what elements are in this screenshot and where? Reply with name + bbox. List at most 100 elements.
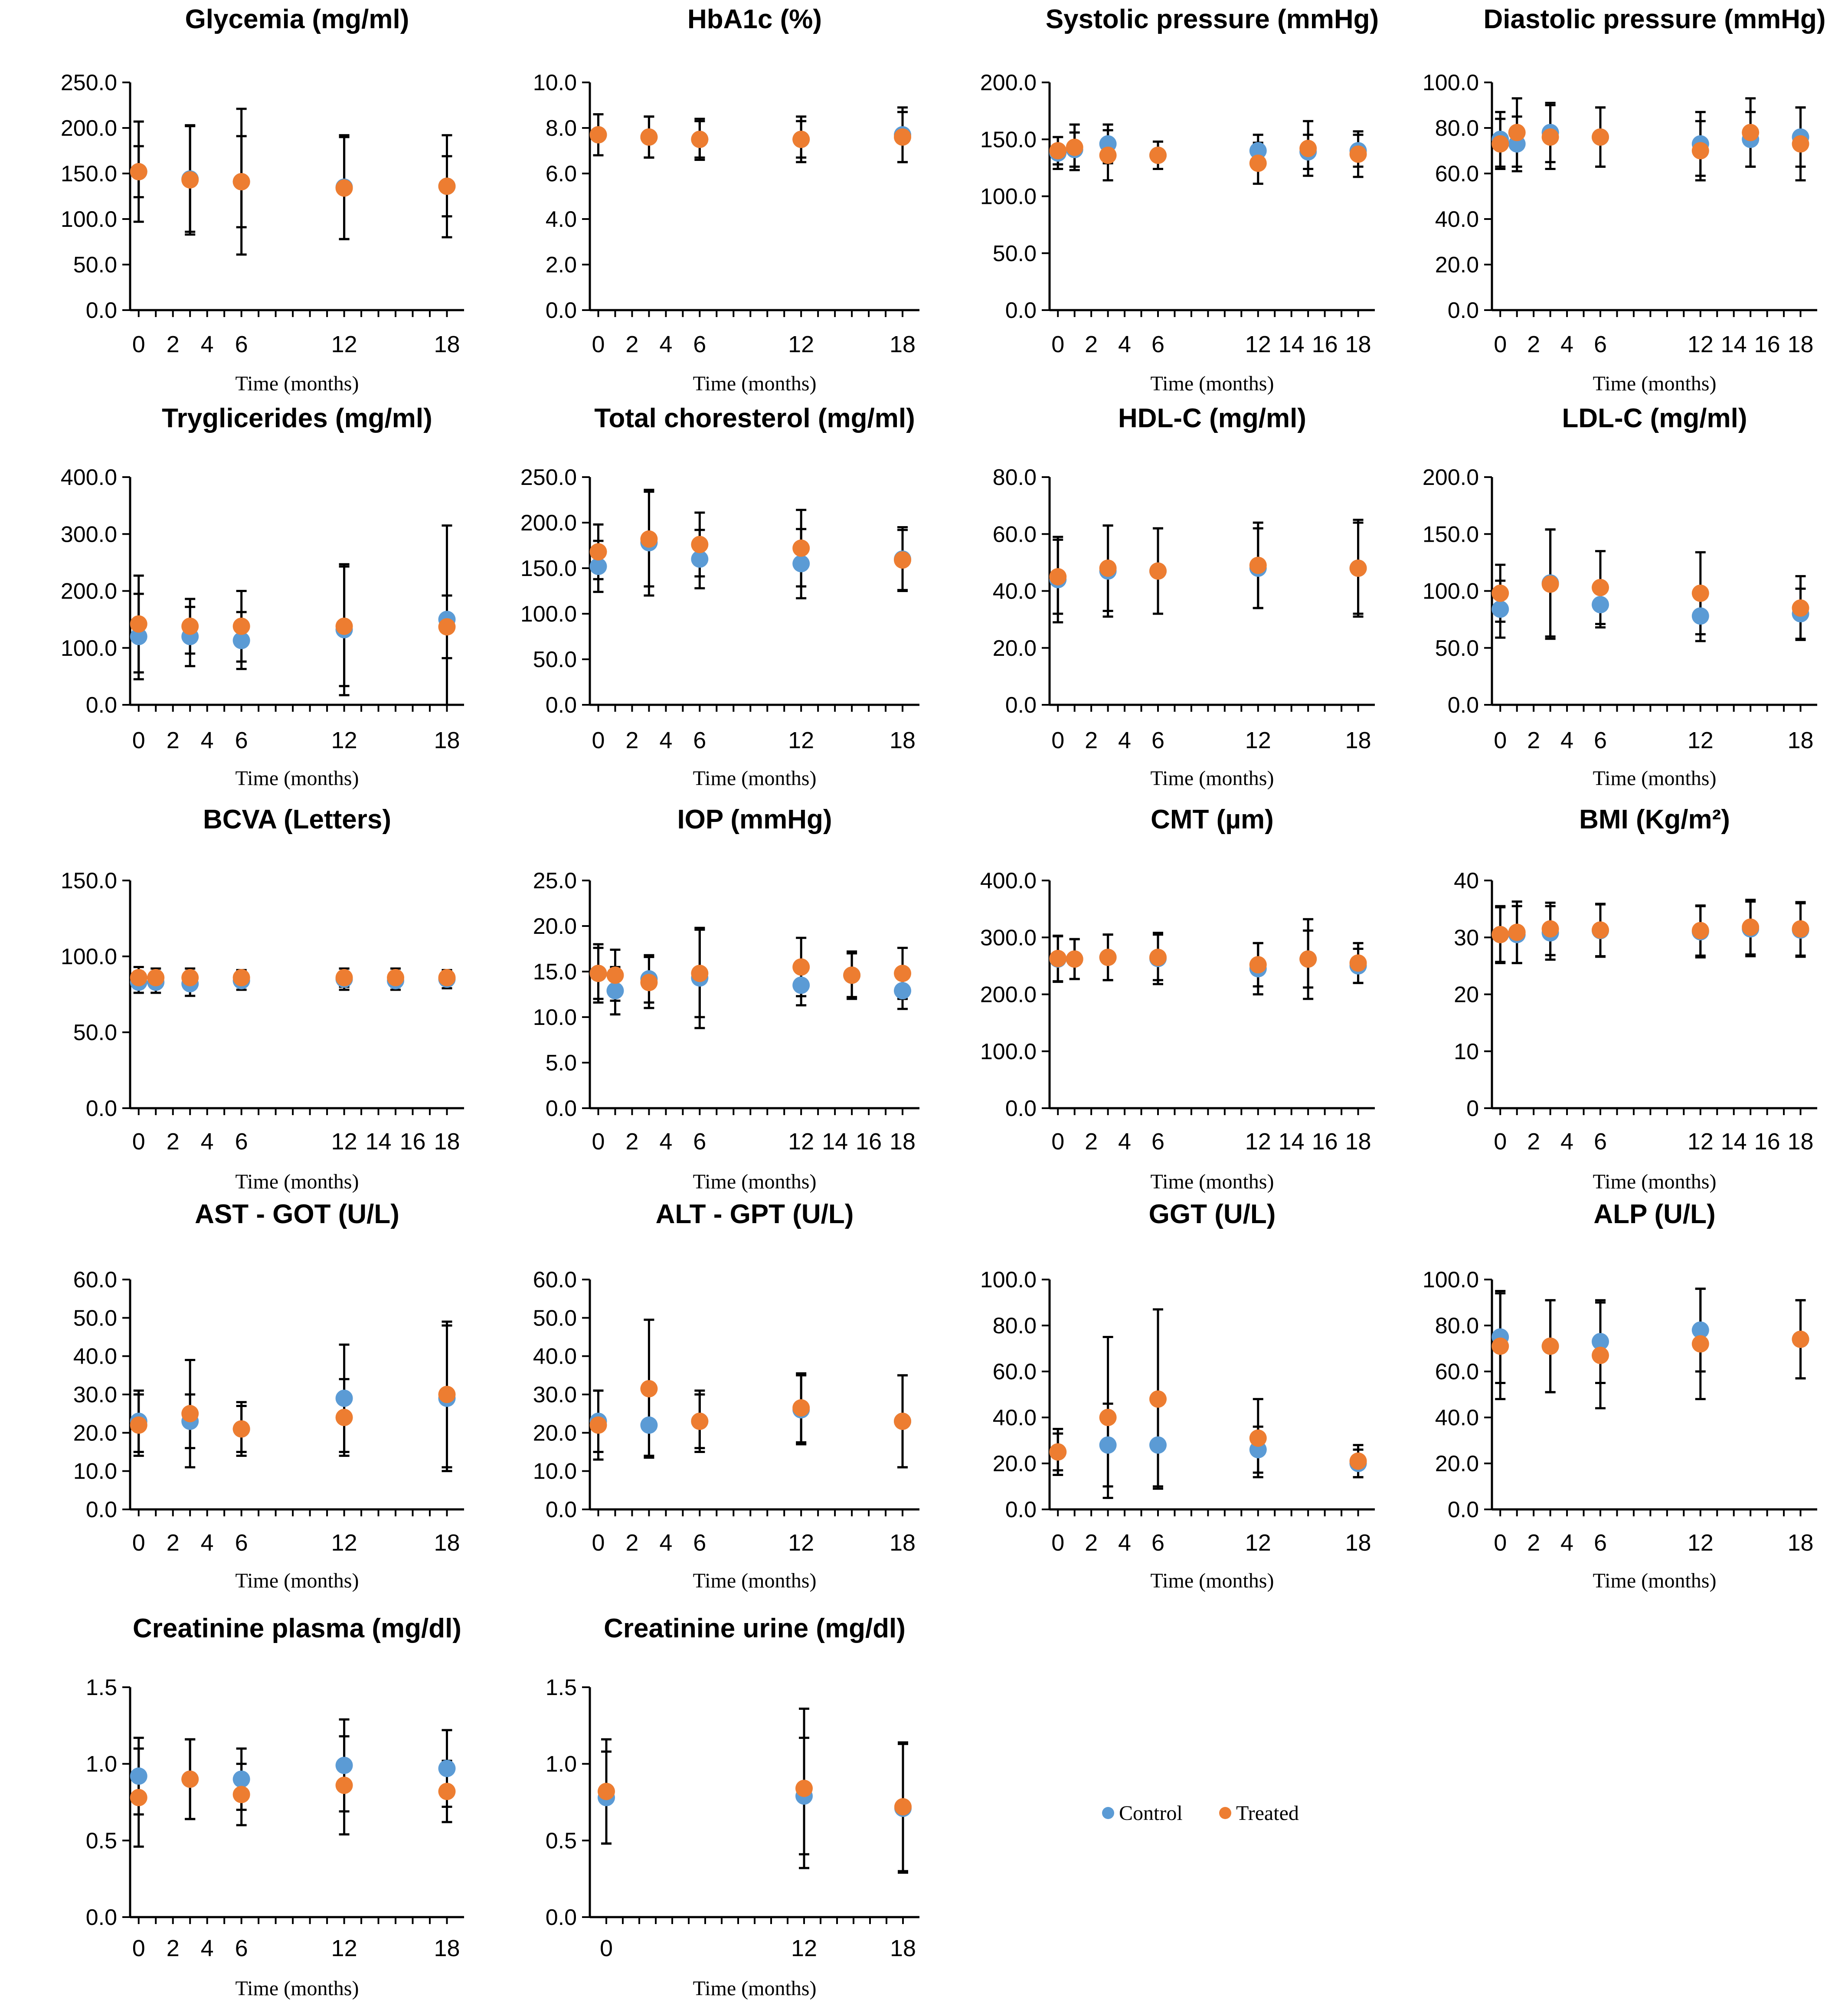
y-tick-label: 100.0 (1423, 1267, 1479, 1293)
y-tick-label: 50.0 (533, 647, 577, 672)
y-tick-label: 20.0 (1435, 1451, 1479, 1476)
y-tick-label: 30.0 (73, 1382, 117, 1407)
x-axis-label: Time (months) (1151, 1569, 1274, 1592)
y-tick-label: 80.0 (1435, 1313, 1479, 1339)
y-tick-label: 40.0 (993, 1405, 1037, 1430)
y-tick-label: 100.0 (520, 602, 577, 627)
x-tick-label: 2 (1085, 1530, 1098, 1556)
legend-control-marker (1102, 1807, 1114, 1819)
data-point-treated (181, 1405, 199, 1423)
y-tick-label: 25.0 (533, 868, 577, 893)
y-tick-label: 0.0 (86, 693, 117, 718)
x-tick-label: 12 (1688, 1530, 1714, 1556)
legend-control-label: Control (1119, 1802, 1183, 1825)
data-point-control (1592, 1333, 1609, 1351)
data-point-treated (335, 1409, 353, 1426)
data-point-treated (640, 128, 658, 146)
y-tick-label: 300.0 (980, 925, 1037, 950)
data-point-treated (1491, 135, 1509, 153)
y-tick-label: 50.0 (73, 1306, 117, 1331)
data-point-treated (232, 617, 250, 635)
y-tick-label: 30 (1454, 925, 1479, 950)
data-point-treated (1349, 145, 1367, 163)
x-axis-label: Time (months) (235, 1569, 359, 1592)
x-tick-label: 6 (693, 1530, 706, 1556)
data-point-treated (1099, 1409, 1117, 1426)
y-tick-label: 250.0 (61, 70, 117, 95)
chart-triglycerides: Tryglicerides (mg/ml) 0.0 100.0 200.0 300.0 4… (61, 403, 464, 790)
x-tick-label: 12 (1245, 727, 1271, 753)
chart-title: GGT (U/L) (1149, 1199, 1276, 1229)
y-tick-label: 200.0 (1423, 465, 1479, 490)
y-tick-label: 15.0 (533, 959, 577, 985)
series-treated (593, 491, 908, 591)
data-point-treated (335, 179, 353, 197)
y-tick-label: 1.5 (86, 1675, 117, 1700)
y-tick-label: 200.0 (980, 70, 1037, 95)
x-tick-label: 4 (201, 1530, 214, 1556)
legend-treated-marker (1219, 1807, 1231, 1819)
y-tick-label: 5.0 (546, 1051, 577, 1076)
data-point-control (1149, 1436, 1167, 1454)
y-tick-label: 0.5 (546, 1828, 577, 1853)
x-tick-label: 18 (1345, 331, 1371, 357)
y-tick-label: 100.0 (980, 1267, 1037, 1293)
data-point-treated (1491, 584, 1509, 602)
y-tick-label: 0.0 (1005, 1497, 1037, 1522)
x-tick-label: 0 (592, 331, 605, 357)
x-axis-label: Time (months) (1593, 1170, 1717, 1193)
x-tick-label: 2 (1085, 727, 1098, 753)
y-tick-label: 60.0 (533, 1267, 577, 1293)
series-treated (593, 1319, 908, 1469)
y-tick-label: 10.0 (533, 70, 577, 95)
chart-glycemia: Glycemia (mg/ml) 0.0 50.0 100.0 150.0 200.0 25… (61, 4, 464, 395)
y-tick-label: 300.0 (61, 522, 117, 547)
x-tick-label: 6 (1594, 727, 1607, 753)
x-tick-label: 18 (1787, 331, 1813, 357)
y-tick-label: 150.0 (61, 868, 117, 893)
y-tick-label: 100.0 (980, 1039, 1037, 1064)
data-point-treated (1066, 950, 1083, 968)
data-point-treated (1049, 568, 1067, 586)
x-tick-label: 6 (235, 1935, 248, 1961)
y-tick-label: 10.0 (533, 1005, 577, 1030)
x-tick-label: 18 (434, 331, 460, 357)
x-tick-label: 6 (1594, 1530, 1607, 1556)
data-point-treated (843, 966, 861, 984)
x-tick-label: 6 (235, 727, 248, 753)
data-point-treated (1299, 950, 1317, 968)
chart-ast: AST - GOT (U/L)0.010.020.030.040.050.060… (73, 1199, 464, 1592)
x-tick-label: 4 (1118, 1530, 1131, 1556)
data-point-treated (147, 969, 165, 986)
x-tick-label: 0 (600, 1935, 613, 1961)
x-tick-label: 12 (1688, 1129, 1714, 1155)
x-tick-label: 2 (625, 331, 638, 357)
data-point-treated (232, 1420, 250, 1438)
y-tick-label: 0.0 (1005, 1096, 1037, 1121)
data-point-treated (792, 131, 810, 148)
y-tick-label: 1.5 (546, 1675, 577, 1700)
x-tick-label: 12 (1688, 331, 1714, 357)
chart-total_chol: Total choresterol (mg/ml) 0.0 50.0 100.0 150… (520, 403, 919, 790)
data-point-treated (1541, 1337, 1559, 1355)
data-point-treated (640, 1380, 658, 1397)
x-tick-label: 6 (693, 1129, 706, 1155)
y-tick-label: 80.0 (1435, 116, 1479, 141)
y-tick-label: 0.0 (546, 298, 577, 323)
y-tick-label: 20.0 (993, 636, 1037, 661)
x-tick-label: 12 (788, 331, 814, 357)
x-tick-label: 4 (659, 1129, 672, 1155)
x-tick-label: 0 (1494, 1530, 1507, 1556)
series-control (1495, 1287, 1806, 1394)
data-point-treated (181, 969, 199, 986)
chart-systolic: Systolic pressure (mmHg) 0.0 50.0 100.0 150.… (980, 4, 1379, 395)
x-tick-label: 18 (890, 331, 916, 357)
data-point-control (640, 1416, 658, 1434)
data-point-treated (1049, 949, 1067, 967)
x-tick-label: 2 (625, 727, 638, 753)
y-tick-label: 150.0 (980, 127, 1037, 152)
data-point-control (1592, 596, 1609, 613)
data-point-treated (1491, 1337, 1509, 1355)
x-tick-label: 18 (890, 1935, 916, 1961)
x-axis-label: Time (months) (1593, 1569, 1717, 1592)
